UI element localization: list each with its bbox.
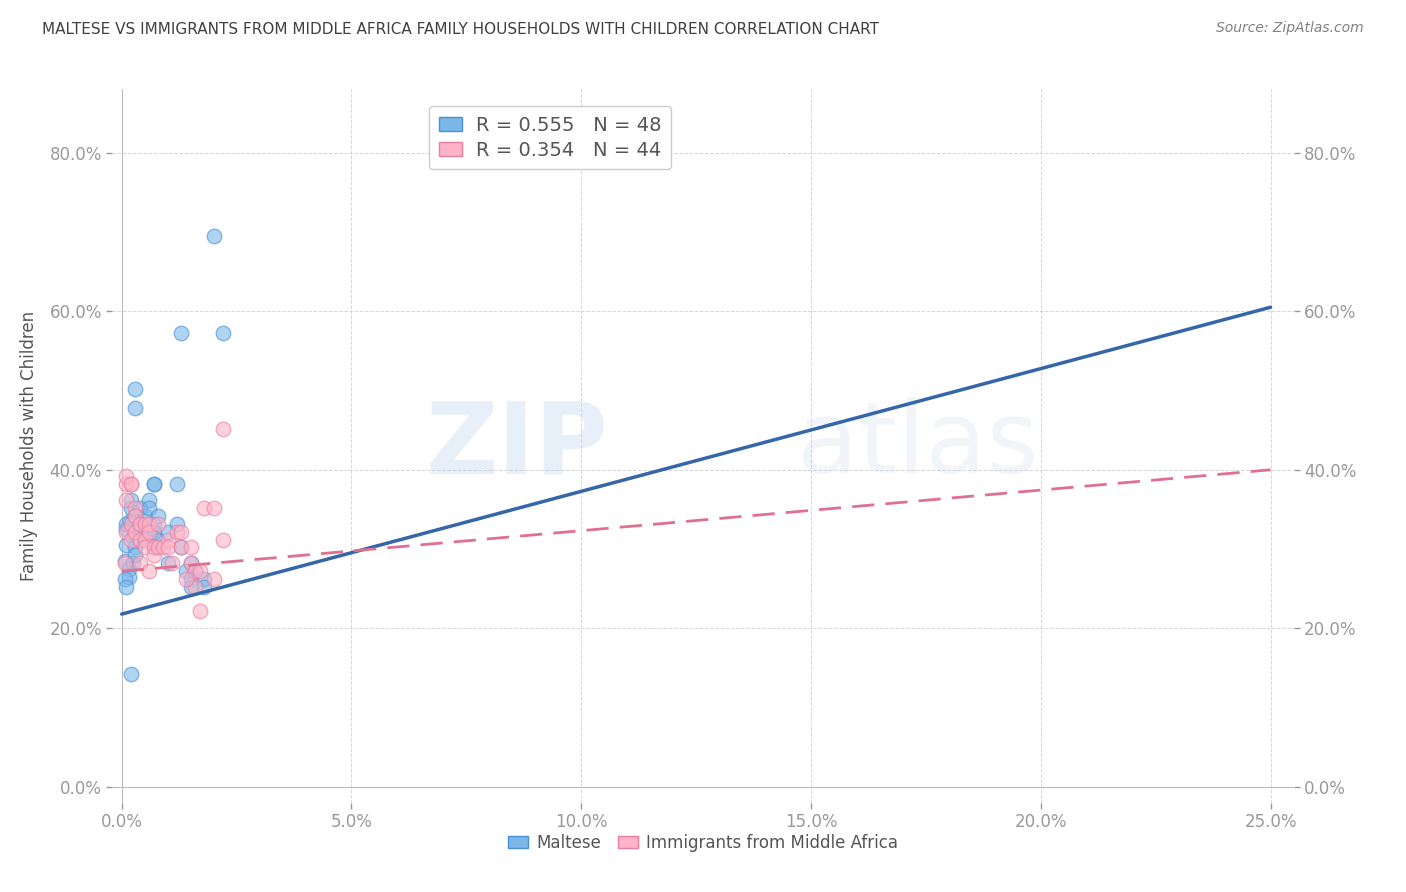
Point xyxy=(184,564,207,578)
Point xyxy=(202,572,225,586)
Point xyxy=(180,557,202,571)
Point xyxy=(124,401,146,415)
Point xyxy=(142,549,165,563)
Point xyxy=(120,477,142,491)
Point xyxy=(124,524,146,539)
Point xyxy=(142,477,165,491)
Point xyxy=(129,533,152,547)
Point xyxy=(148,508,170,523)
Point xyxy=(117,570,139,584)
Point xyxy=(134,516,156,531)
Point xyxy=(193,500,215,515)
Point xyxy=(211,533,233,547)
Point xyxy=(193,572,215,586)
Point xyxy=(118,514,141,528)
Point xyxy=(134,508,156,523)
Point xyxy=(124,508,146,523)
Point xyxy=(211,326,233,341)
Point xyxy=(156,524,179,539)
Point xyxy=(114,557,136,571)
Point xyxy=(122,530,145,544)
Point xyxy=(188,604,211,618)
Point xyxy=(138,516,160,531)
Point xyxy=(148,541,170,555)
Point xyxy=(129,516,152,531)
Point xyxy=(180,580,202,594)
Point xyxy=(148,516,170,531)
Point xyxy=(134,541,156,555)
Point xyxy=(166,524,188,539)
Point xyxy=(129,500,152,515)
Point xyxy=(117,562,139,576)
Point xyxy=(129,533,152,547)
Point xyxy=(115,469,138,483)
Point xyxy=(202,228,225,243)
Point xyxy=(152,541,174,555)
Point xyxy=(211,421,233,435)
Point xyxy=(122,557,145,571)
Text: atlas: atlas xyxy=(797,398,1039,494)
Point xyxy=(120,516,142,531)
Point xyxy=(170,541,193,555)
Text: Source: ZipAtlas.com: Source: ZipAtlas.com xyxy=(1216,21,1364,35)
Point xyxy=(115,516,138,531)
Point xyxy=(120,500,142,515)
Point xyxy=(114,572,136,586)
Point xyxy=(170,326,193,341)
Point xyxy=(124,541,146,555)
Point xyxy=(138,524,160,539)
Point xyxy=(148,533,170,547)
Point xyxy=(115,477,138,491)
Point xyxy=(134,533,156,547)
Point xyxy=(156,557,179,571)
Point xyxy=(174,564,197,578)
Point xyxy=(124,382,146,396)
Point xyxy=(142,524,165,539)
Point xyxy=(170,524,193,539)
Point xyxy=(174,572,197,586)
Point xyxy=(115,538,138,552)
Point xyxy=(120,667,142,681)
Point xyxy=(124,500,146,515)
Point xyxy=(160,557,183,571)
Point xyxy=(142,541,165,555)
Point xyxy=(134,524,156,539)
Text: ZIP: ZIP xyxy=(426,398,609,494)
Point xyxy=(120,533,142,547)
Point xyxy=(138,500,160,515)
Point xyxy=(193,580,215,594)
Point xyxy=(124,549,146,563)
Text: MALTESE VS IMMIGRANTS FROM MIDDLE AFRICA FAMILY HOUSEHOLDS WITH CHILDREN CORRELA: MALTESE VS IMMIGRANTS FROM MIDDLE AFRICA… xyxy=(42,22,879,37)
Point xyxy=(142,477,165,491)
Point xyxy=(129,557,152,571)
Point xyxy=(120,492,142,507)
Point xyxy=(115,522,138,536)
Point xyxy=(166,516,188,531)
Point xyxy=(129,516,152,531)
Point xyxy=(170,541,193,555)
Point xyxy=(114,554,136,568)
Point xyxy=(115,524,138,539)
Point xyxy=(188,564,211,578)
Point xyxy=(184,580,207,594)
Point xyxy=(115,580,138,594)
Point xyxy=(115,492,138,507)
Y-axis label: Family Households with Children: Family Households with Children xyxy=(21,311,38,581)
Point xyxy=(142,516,165,531)
Point xyxy=(138,492,160,507)
Legend: Maltese, Immigrants from Middle Africa: Maltese, Immigrants from Middle Africa xyxy=(501,828,905,859)
Point xyxy=(138,564,160,578)
Point xyxy=(120,477,142,491)
Point xyxy=(124,508,146,523)
Point xyxy=(184,564,207,578)
Point xyxy=(202,500,225,515)
Point xyxy=(180,541,202,555)
Point xyxy=(180,572,202,586)
Point xyxy=(156,541,179,555)
Point xyxy=(180,557,202,571)
Point xyxy=(142,541,165,555)
Point xyxy=(156,533,179,547)
Point xyxy=(166,477,188,491)
